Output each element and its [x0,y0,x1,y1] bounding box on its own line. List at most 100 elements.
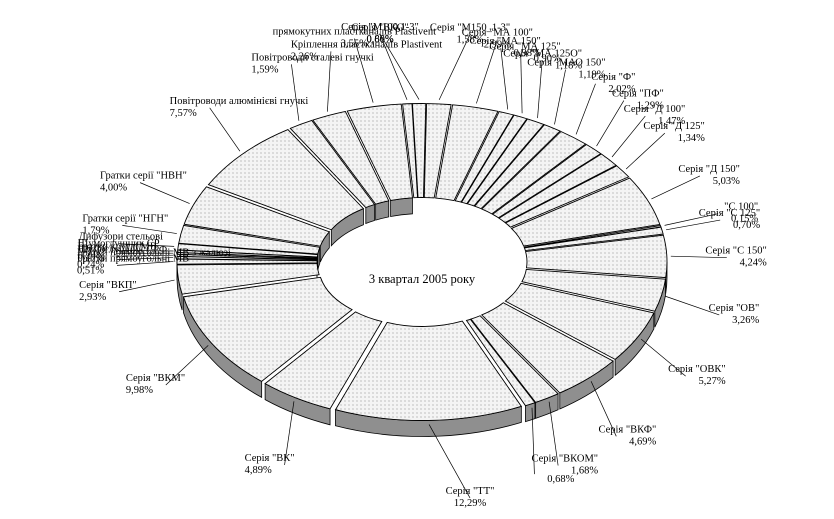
slice-value-label: 0,98% [514,48,541,59]
slice-label: прямокутних пластканалів Plastivent [273,27,436,38]
pie-slice [312,110,390,221]
leader-line [122,225,177,234]
leader-line [117,249,174,252]
slice-label: Повітроводи сталеві гнучкі [251,52,373,63]
leader-line [575,83,596,135]
slice-top [435,104,499,202]
slice-top [264,311,383,410]
slice-label: Серія "ВКО" [351,22,408,33]
slice-label: Серія "ОВК" [668,364,726,375]
slice-label: Кріплення пластканалів Plastivent [291,39,442,50]
leader-line [670,255,727,259]
pie-slice [498,153,617,224]
leader-line [666,219,721,231]
slice-label: Повітроводи алюмінієві гнучкі [170,96,309,107]
slice-top [183,186,331,247]
slice-value-label: 1,29% [637,101,664,112]
leader-line [520,53,523,114]
slice-top [402,103,419,199]
slice-top [176,263,320,295]
slice-label: Серія "МАО 150" [527,58,605,69]
slice-label: Серія "Ф" [591,72,635,83]
leader-line [118,243,175,247]
leader-line [665,295,720,316]
slice-value-label: 5,27% [699,376,726,387]
slice-value-label: 1,68% [571,465,598,476]
slice-top [465,318,536,407]
pie-slice [504,165,630,228]
slice-value-label: 0,17% [78,253,105,264]
pie-slice [524,234,668,294]
slice-value-label: 0,15% [731,214,758,225]
slice-top [411,103,427,199]
slice-value-label: 0,24% [78,250,105,261]
leader-line [640,338,686,377]
slice-value-label: 1,79% [82,225,109,236]
slice-value-label: 3,55% [341,39,368,50]
slice-top [498,153,617,224]
pie-slice [182,276,353,399]
leader-line [139,182,190,204]
slice-value-label: 3,26% [732,315,759,326]
leader-line [353,38,374,103]
slice-value-label: 2,02% [608,84,635,95]
slice-value-label: 1,34% [678,133,705,144]
slice-top [178,224,321,255]
slice-value-label: 0,24% [77,260,104,271]
leader-line [590,381,617,437]
slice-label: Гратки круглі МВ [78,241,157,252]
leader-line [664,213,719,226]
slice-value-label: 7,57% [170,108,197,119]
slice-value-label: 0,51% [77,265,104,276]
slice-top [312,110,390,205]
slice-top [523,226,664,252]
slice-top [207,129,365,231]
slice-value-label: 1,18% [555,60,582,71]
slice-label: Серія "Д 100" [624,104,686,115]
slice-label: Гратки серії "НВН" [100,171,187,182]
slice-value-label: 0,62% [79,244,106,255]
slice-value-label: 0,86% [366,34,393,45]
pie-slice [454,111,515,203]
slice-top [473,124,561,210]
pie-slice [402,103,419,199]
pie-slice [346,103,413,217]
slice-value-label: 4,00% [100,183,127,194]
slice-top [466,118,545,207]
slice-top [346,103,413,201]
slice-label: Серія "С 125" [699,208,760,219]
slice-label: Серія "ВКП" [79,280,137,291]
pie-slice [470,315,559,419]
pie-slice [491,143,602,219]
leader-line [537,60,543,119]
leader-line [119,279,175,293]
slice-label: Гратки серії "НГН" [82,213,168,224]
leader-line [596,100,625,147]
slice-top [481,130,587,215]
slice-label: Серія "ВКМ" [126,373,185,384]
pie-slice [466,118,545,207]
leader-line [327,51,332,112]
pie-slice [480,302,614,410]
slice-value-label: 12,29% [454,498,487,509]
leader-line [625,132,666,170]
pie-slice [510,177,661,247]
slice-top [504,165,630,228]
slice-side [390,197,413,217]
leader-line [438,34,471,101]
pie-slice [183,186,331,263]
slice-value-label: 5,03% [713,176,740,187]
slice-value-label: 0,68% [547,474,574,485]
slice-label: Шумоглушник СРФ [77,244,167,255]
slice-value-label: 4,24% [740,258,767,269]
slice-labels: Серія "ВКО"0,60%Серія "М100 1-3"0,86% Сер… [77,22,767,509]
leader-line [117,254,174,257]
slice-value-label: 4,69% [629,436,656,447]
pie-slices [176,103,668,437]
leader-line [291,64,300,121]
slice-value-label: 9,98% [126,385,153,396]
slice-label: Гратки прямоугольні МВ [77,253,189,264]
slice-label: Шумоглушник СР [78,238,160,249]
leader-line [379,34,408,100]
